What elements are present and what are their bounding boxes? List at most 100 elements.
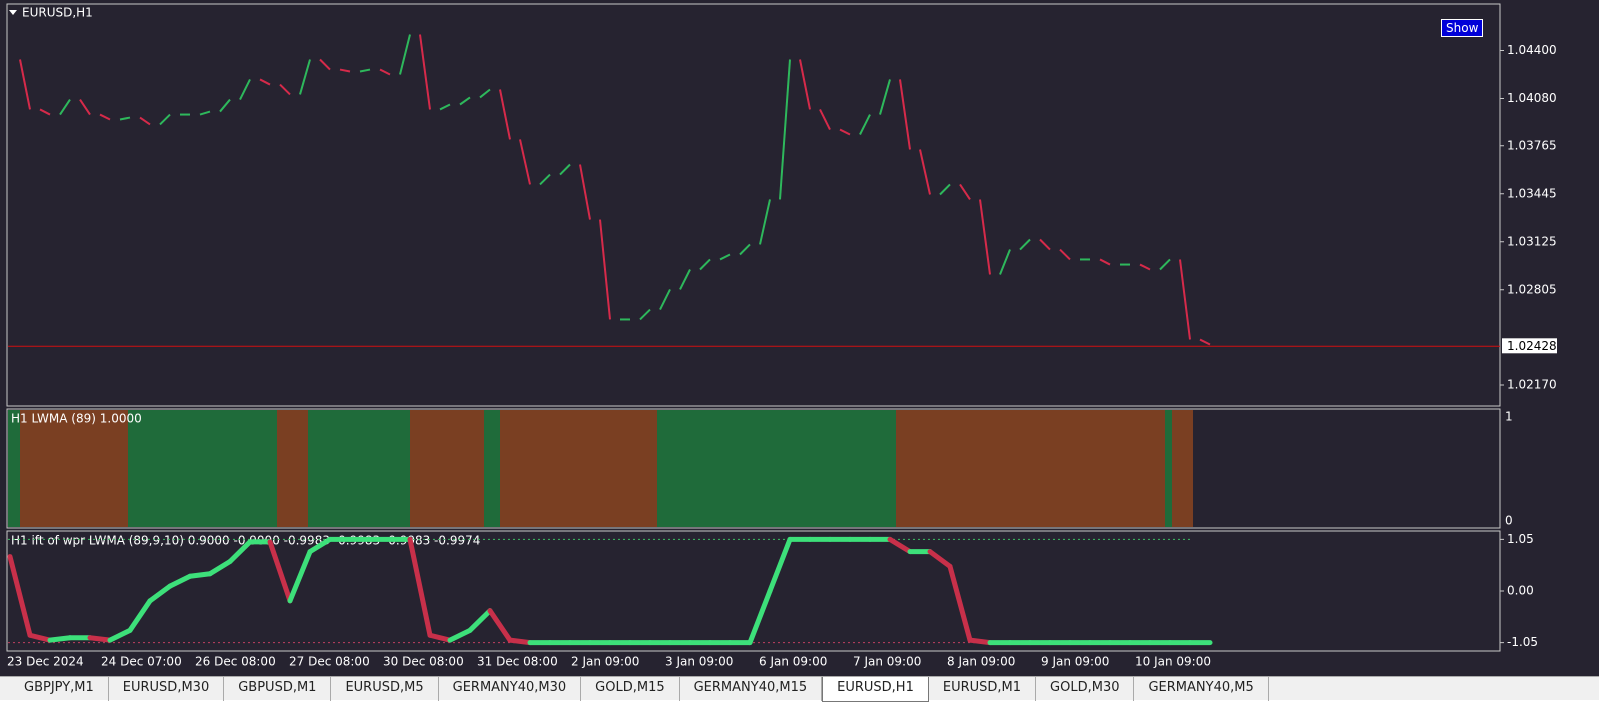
- oscillator-segment: [307, 536, 333, 555]
- candle: [319, 58, 331, 71]
- candle: [239, 79, 251, 100]
- collapse-icon[interactable]: [9, 10, 17, 15]
- candle: [719, 253, 731, 261]
- candle: [1099, 258, 1111, 266]
- y-tick-label: 1.04400: [1507, 43, 1557, 57]
- current-price-box: [1502, 338, 1557, 354]
- oscillator-segment: [947, 563, 973, 643]
- terminal: EURUSD,H1 H1 LWMA (89) 1.0000 1 0 H1 ift…: [0, 0, 1599, 676]
- time-label: 24 Dec 07:00: [101, 655, 182, 669]
- candle: [499, 89, 511, 140]
- candle: [1039, 238, 1051, 251]
- tab[interactable]: EURUSD,M5: [331, 677, 439, 701]
- oscillator-segment: [487, 608, 513, 643]
- candle: [679, 269, 691, 290]
- time-label: 2 Jan 09:00: [571, 655, 639, 669]
- candle: [979, 199, 991, 275]
- candle: [1059, 248, 1071, 261]
- candle: [919, 149, 931, 195]
- candle: [299, 59, 311, 95]
- tab[interactable]: GERMANY40,M15: [680, 677, 823, 701]
- time-label: 23 Dec 2024: [7, 655, 84, 669]
- tab[interactable]: GBPJPY,M1: [10, 677, 109, 701]
- indicator1-tick: 0: [1505, 514, 1513, 528]
- candle: [159, 113, 171, 126]
- candle: [519, 139, 531, 185]
- oscillator-segment: [87, 635, 113, 643]
- candle: [659, 289, 671, 310]
- y-tick-label: 1.02170: [1507, 378, 1557, 392]
- candle: [439, 103, 451, 111]
- show-button[interactable]: Show: [1441, 19, 1484, 37]
- tab[interactable]: GBPUSD,M1: [224, 677, 332, 701]
- candle: [699, 258, 711, 271]
- candle: [819, 109, 831, 130]
- candle: [119, 116, 131, 121]
- indicator1-label: H1 LWMA (89) 1.0000: [11, 412, 142, 426]
- tab[interactable]: GOLD,M30: [1036, 677, 1135, 701]
- candle: [59, 98, 71, 116]
- indicator1-tick: 1: [1505, 410, 1513, 424]
- oscillator-segment: [147, 583, 173, 604]
- background: [0, 0, 1599, 676]
- time-label: 3 Jan 09:00: [665, 655, 733, 669]
- oscillator-segment: [967, 637, 993, 646]
- candle: [739, 243, 751, 256]
- candle: [219, 98, 231, 113]
- y-tick-label: 0.00: [1507, 584, 1534, 598]
- candle: [19, 59, 31, 110]
- oscillator-segment: [507, 637, 533, 646]
- oscillator-segment: [167, 573, 193, 589]
- candle: [39, 108, 51, 116]
- candle: [479, 88, 491, 99]
- oscillator-segment: [207, 559, 233, 577]
- time-label: 31 Dec 08:00: [477, 655, 558, 669]
- candle: [259, 78, 271, 86]
- tab[interactable]: EURUSD,H1: [822, 677, 929, 702]
- candle: [539, 173, 551, 186]
- y-tick-label: -1.05: [1507, 635, 1538, 649]
- trend-bars: [8, 410, 1193, 527]
- oscillator-segment: [27, 632, 53, 643]
- candle: [559, 163, 571, 176]
- oscillator-segment: [127, 598, 153, 633]
- candle: [999, 249, 1011, 275]
- time-label: 30 Dec 08:00: [383, 655, 464, 669]
- main-panel: [6, 3, 1501, 407]
- tab[interactable]: GOLD,M15: [581, 677, 680, 701]
- time-label: 7 Jan 09:00: [853, 655, 921, 669]
- oscillator-segment: [287, 549, 313, 604]
- candle: [779, 59, 791, 200]
- candle: [459, 96, 471, 106]
- candle: [1139, 263, 1151, 271]
- oscillator-segment: [447, 627, 473, 643]
- oscillator-segment: [107, 627, 133, 643]
- tab[interactable]: EURUSD,M30: [109, 677, 225, 701]
- tab[interactable]: GERMANY40,M30: [439, 677, 582, 701]
- tab[interactable]: GERMANY40,M5: [1134, 677, 1269, 701]
- candle: [959, 183, 971, 201]
- oscillator-segment: [227, 539, 253, 564]
- candle: [359, 68, 371, 73]
- y-tick-label: 1.03125: [1507, 234, 1557, 248]
- oscillator-segment: [747, 588, 773, 646]
- oscillator-segment: [187, 571, 213, 579]
- candle: [939, 183, 951, 196]
- candle: [339, 68, 351, 73]
- candle: [279, 83, 291, 96]
- candle: [139, 116, 151, 126]
- candle: [639, 308, 651, 321]
- candle: [1159, 258, 1171, 271]
- time-label: 9 Jan 09:00: [1041, 655, 1109, 669]
- tab[interactable]: EURUSD,M1: [929, 677, 1037, 701]
- candle: [759, 199, 771, 245]
- candle: [399, 34, 411, 75]
- time-label: 8 Jan 09:00: [947, 655, 1015, 669]
- indicator1-panel: [6, 408, 1501, 529]
- time-label: 27 Dec 08:00: [289, 655, 370, 669]
- time-label: 6 Jan 09:00: [759, 655, 827, 669]
- candle: [859, 114, 871, 135]
- oscillator-segment: [47, 635, 73, 643]
- oscillator-segment: [767, 536, 793, 594]
